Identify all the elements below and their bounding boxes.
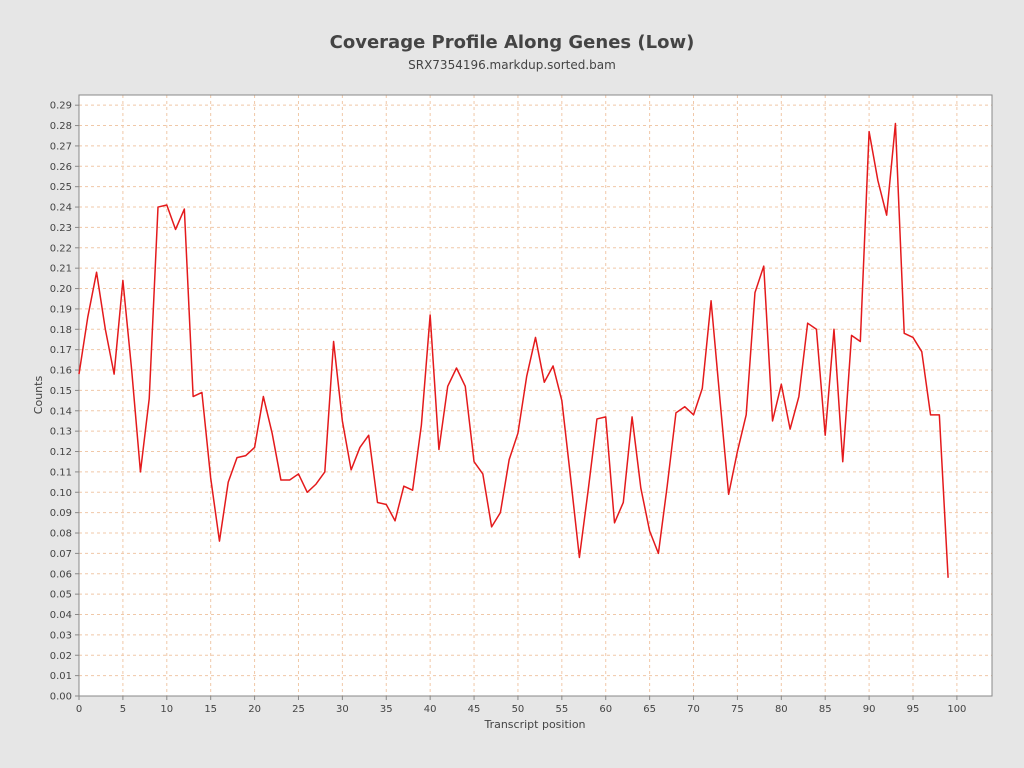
y-tick-label: 0.11 [50,467,72,478]
y-tick-label: 0.27 [50,141,72,152]
y-tick-label: 0.28 [50,121,72,132]
series-line [78,122,949,578]
y-tick-label: 0.07 [50,549,72,560]
y-tick-label: 0.15 [50,386,72,397]
y-tick-label: 0.21 [50,264,72,275]
y-tick-label: 0.12 [50,447,72,458]
x-tick-label: 95 [907,704,920,715]
x-tick-label: 55 [555,704,568,715]
x-tick-label: 10 [160,704,173,715]
y-tick-label: 0.23 [50,223,72,234]
plot-border [78,94,993,697]
x-tick-label: 20 [248,704,261,715]
x-tick-label: 45 [468,704,481,715]
y-tick-label: 0.24 [50,203,72,214]
y-tick-label: 0.17 [50,345,72,356]
x-tick-label: 5 [120,704,126,715]
y-tick-label: 0.26 [50,162,72,173]
y-tick-label: 0.06 [50,569,72,580]
y-tick-label: 0.29 [50,101,72,112]
y-tick-label: 0.14 [50,406,72,417]
x-tick-label: 35 [380,704,393,715]
y-tick-label: 0.08 [50,529,72,540]
chart-subtitle: SRX7354196.markdup.sorted.bam [408,58,616,72]
x-tick-label: 15 [204,704,217,715]
x-tick-label: 50 [512,704,525,715]
x-tick-label: 60 [599,704,612,715]
plot-area [78,94,993,697]
y-tick-label: 0.02 [50,651,72,662]
y-tick-label: 0.18 [50,325,72,336]
x-tick-label: 40 [424,704,437,715]
x-tick-label: 100 [947,704,966,715]
y-tick-label: 0.03 [50,630,72,641]
y-tick-label: 0.01 [50,671,72,682]
y-tick-label: 0.04 [50,610,72,621]
x-tick-label: 0 [76,704,82,715]
x-axis-label: Transcript position [483,718,585,731]
x-tick-label: 70 [687,704,700,715]
y-tick-label: 0.05 [50,590,72,601]
axes: 0 5 10 15 20 25 30 35 40 45 50 55 60 65 70 75 80 85 90 95 10… [50,94,993,715]
y-tick-label: 0.19 [50,304,72,315]
x-tick-label: 30 [336,704,349,715]
x-tick-label: 25 [292,704,305,715]
x-tick-label: 80 [775,704,788,715]
series-layer [78,122,949,578]
y-tick-label: 0.00 [50,692,72,703]
y-tick-label: 0.25 [50,182,72,193]
y-tick-label: 0.16 [50,366,72,377]
x-tick-label: 85 [819,704,832,715]
y-tick-label: 0.10 [50,488,72,499]
x-tick-label: 75 [731,704,744,715]
y-tick-label: 0.09 [50,508,72,519]
chart-title: Coverage Profile Along Genes (Low) [330,32,695,53]
x-tick-label: 90 [863,704,876,715]
y-tick-label: 0.22 [50,243,72,254]
y-axis-label: Counts [32,376,45,415]
y-tick-label: 0.20 [50,284,72,295]
grid-lines [78,95,992,697]
x-tick-label: 65 [643,704,656,715]
y-tick-label: 0.13 [50,427,72,438]
